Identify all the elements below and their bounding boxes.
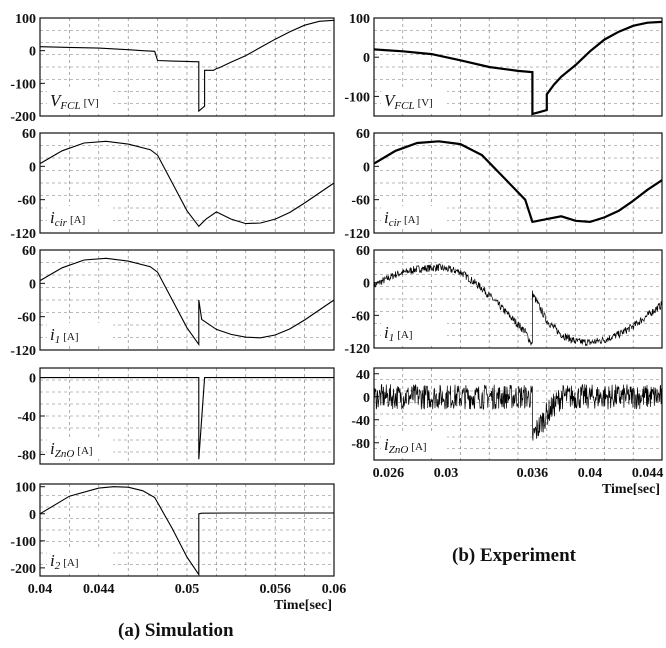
y-tick-label: 0	[363, 391, 370, 406]
chart-panel: 40 0 -40 -800.026 0.03 0.036 0.04 0.044Time[sec…	[351, 367, 664, 497]
series-line	[39, 140, 335, 228]
y-tick-label: 0	[29, 160, 36, 175]
y-tick-label: 60	[22, 244, 36, 259]
x-tick-label: 0.04	[28, 582, 53, 597]
y-tick-label: -40	[17, 410, 36, 425]
series-line	[39, 257, 335, 347]
y-tick-label: 0	[363, 277, 370, 292]
series-line	[39, 19, 335, 113]
y-tick-label: 100	[15, 481, 36, 496]
plot-frame	[39, 483, 335, 577]
panel-label: iZnO [A]	[50, 439, 93, 460]
y-tick-label: -100	[344, 90, 370, 105]
panel-label-bg	[381, 433, 447, 455]
x-tick-label: 0.026	[373, 466, 405, 481]
panel-label-bg	[381, 89, 447, 111]
plot-frame	[373, 249, 663, 349]
y-tick-label: -100	[10, 535, 36, 550]
y-tick-label: 0	[29, 508, 36, 523]
chart-panel: 60 0 -60 -120 i1 [A]	[344, 244, 663, 357]
chart-panel: 60 0 -60 -120 i1 [A]	[10, 244, 335, 359]
y-tick-label: 0	[29, 45, 36, 60]
y-tick-label: 100	[15, 12, 36, 27]
y-tick-label: -120	[10, 344, 36, 359]
y-tick-label: 60	[22, 127, 36, 142]
panel-label: VFCL [V]	[50, 91, 99, 112]
x-tick-label: 0.05	[175, 582, 200, 597]
panel-label-bg	[47, 437, 113, 459]
series-line	[40, 377, 334, 460]
x-axis-title: Time[sec]	[602, 482, 660, 497]
y-tick-label: -60	[351, 194, 370, 209]
series-line	[39, 486, 334, 577]
caption-experiment: (b) Experiment	[452, 545, 577, 566]
chart-panel: 0 -40 -80 iZnO [A]	[17, 367, 335, 465]
series-line	[373, 20, 663, 116]
x-tick-label: 0.036	[517, 466, 549, 481]
chart-panel: 100 0 -100 -200 VFCL [V]	[10, 12, 335, 125]
x-tick-label: 0.056	[259, 582, 291, 597]
series-line	[373, 140, 663, 224]
y-tick-label: 0	[29, 372, 36, 387]
chart-panel: 100 0 -100 VFCL [V]	[344, 12, 663, 117]
y-tick-label: -120	[10, 227, 36, 242]
series-line	[373, 383, 662, 441]
plot-frame	[373, 132, 663, 234]
plot-frame	[373, 17, 663, 117]
panel-label-bg	[47, 89, 113, 111]
panel-label: iZnO [A]	[384, 435, 427, 456]
y-tick-label: -80	[351, 437, 370, 452]
x-tick-label: 0.044	[632, 466, 664, 481]
panel-label: i2 [A]	[50, 551, 79, 572]
panel-label: icir [A]	[50, 208, 85, 229]
plot-frame	[373, 367, 663, 461]
panel-label: i1 [A]	[384, 323, 413, 344]
panel-label-bg	[381, 206, 447, 228]
chart-panel: 60 0 -60 -120 icir [A]	[344, 127, 663, 242]
x-tick-label: 0.044	[83, 582, 115, 597]
y-tick-label: 0	[29, 277, 36, 292]
y-tick-label: 0	[363, 160, 370, 175]
panel-label-bg	[381, 321, 447, 343]
panel-label-bg	[47, 206, 113, 228]
panel-label: i1 [A]	[50, 325, 79, 346]
chart-panel: 60 0 -60 -120 icir [A]	[10, 127, 335, 242]
y-tick-label: -120	[344, 227, 370, 242]
y-tick-label: 60	[356, 127, 370, 142]
x-axis-title: Time[sec]	[274, 598, 332, 613]
y-tick-label: -60	[17, 194, 36, 209]
plot-frame	[39, 17, 335, 117]
y-tick-label: -200	[10, 562, 36, 577]
y-tick-label: -120	[344, 342, 370, 357]
y-tick-label: -80	[17, 448, 36, 463]
series-line	[373, 263, 662, 347]
y-tick-label: -100	[10, 77, 36, 92]
y-tick-label: -40	[351, 414, 370, 429]
panel-label-bg	[47, 549, 113, 571]
chart-panel: 100 0 -100 -200 0.04 0.044 0.05 0.056 0.06Time[s…	[10, 481, 346, 613]
y-tick-label: 0	[363, 51, 370, 66]
caption-simulation: (a) Simulation	[118, 620, 234, 641]
y-tick-label: -200	[10, 110, 36, 125]
y-tick-label: -60	[17, 311, 36, 326]
x-tick-label: 0.06	[322, 582, 347, 597]
y-tick-label: 100	[349, 12, 370, 27]
panel-label: VFCL [V]	[384, 91, 433, 112]
panel-label-bg	[47, 323, 113, 345]
y-tick-label: -60	[351, 309, 370, 324]
y-tick-label: 40	[356, 368, 370, 383]
x-tick-label: 0.04	[578, 466, 603, 481]
x-tick-label: 0.03	[434, 466, 459, 481]
panel-label: icir [A]	[384, 208, 419, 229]
y-tick-label: 60	[356, 244, 370, 259]
